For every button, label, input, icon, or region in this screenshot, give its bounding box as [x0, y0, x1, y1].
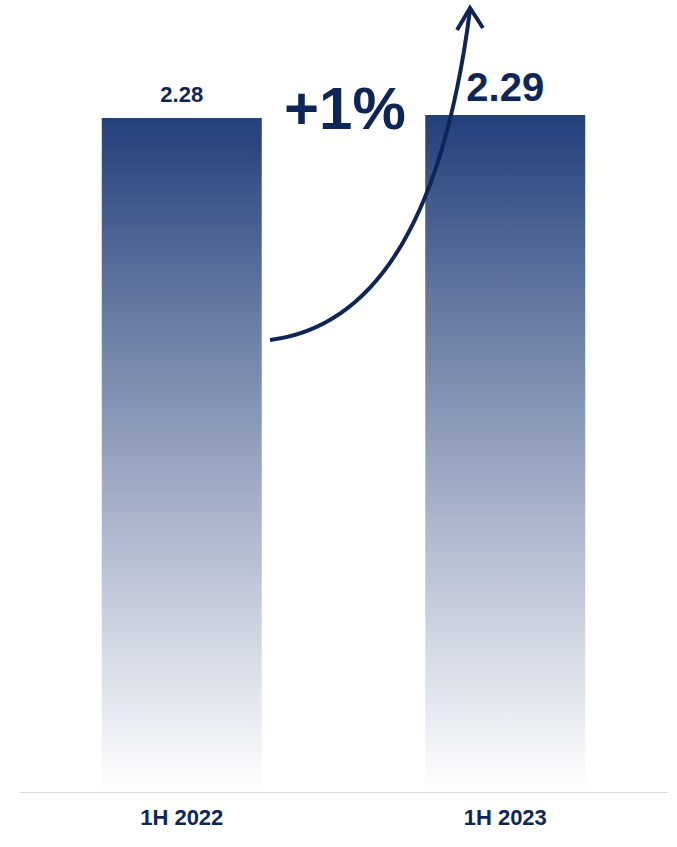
svg-text:2.28: 2.28	[160, 82, 203, 107]
svg-text:2.29: 2.29	[466, 65, 544, 109]
svg-text:1H 2022: 1H 2022	[140, 805, 223, 830]
svg-text:1H 2023: 1H 2023	[464, 805, 547, 830]
svg-text:+1%: +1%	[284, 75, 406, 142]
